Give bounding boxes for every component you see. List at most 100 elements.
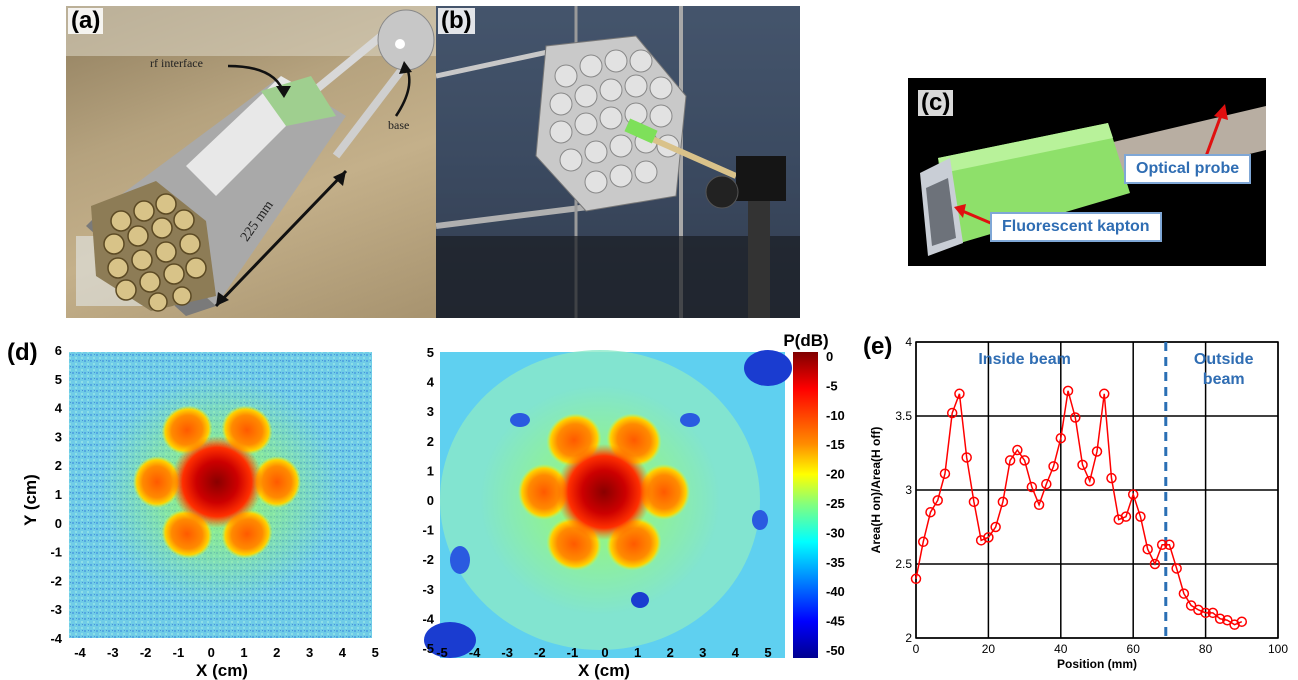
data-point: [1214, 613, 1226, 625]
data-point: [932, 495, 943, 506]
data-point: [925, 506, 936, 518]
right-map-ytick: 1: [427, 463, 434, 478]
data-point: [1048, 461, 1059, 472]
right-map-ytick: -4: [422, 611, 434, 626]
colorbar-tick: -10: [826, 408, 845, 423]
colorbar-tick: -50: [826, 643, 845, 658]
panel-e-line-chart: 0 20 40 60 80 100 2 2.5 3 3.5 4 Position (mm) Area(H…: [869, 335, 1288, 671]
colorbar: [793, 352, 818, 658]
data-point: [997, 496, 1009, 508]
data-point: [939, 468, 951, 479]
x-axis-label: Position (mm): [1057, 657, 1137, 671]
data-point: [1207, 607, 1219, 619]
y-tick-label: 2.5: [895, 557, 912, 571]
callout-optical-probe: Optical probe: [1124, 154, 1252, 184]
data-point: [1098, 388, 1110, 400]
left-map-xtick: 2: [273, 645, 280, 660]
right-map-ytick: 3: [427, 404, 434, 419]
data-point: [1070, 412, 1081, 423]
data-point: [1041, 478, 1052, 490]
y-tick-label: 3.5: [895, 409, 912, 423]
callout-fluorescent-kapton: Fluorescent kapton: [990, 212, 1162, 242]
data-point: [1171, 563, 1182, 574]
data-point: [1120, 511, 1132, 522]
colorbar-tick: -25: [826, 496, 845, 511]
right-field-map: [424, 350, 792, 658]
data-point: [1127, 489, 1139, 500]
left-map-ytick: 2: [55, 458, 62, 473]
left-map-xtick: -1: [173, 645, 185, 660]
left-map-ylabel: Y (cm): [21, 474, 40, 526]
left-map-ytick: -3: [50, 602, 62, 617]
data-point: [1178, 588, 1190, 599]
right-map-xtick: 3: [699, 645, 706, 660]
data-point: [1084, 475, 1096, 487]
data-point: [1106, 472, 1117, 484]
series-line: [915, 390, 1243, 626]
x-tick-label: 60: [1127, 642, 1141, 656]
right-map-ytick: -3: [422, 582, 434, 597]
colorbar-tick: -35: [826, 555, 845, 570]
photo-c-probe: [908, 78, 1266, 266]
data-point: [961, 452, 972, 463]
data-point: [983, 532, 994, 543]
data-point: [1077, 459, 1088, 471]
panel-c-label: (c): [918, 90, 954, 116]
panel-a-label: (a): [68, 8, 104, 34]
data-point: [1019, 455, 1030, 466]
right-map-xtick: 0: [601, 645, 608, 660]
data-point: [990, 521, 1001, 533]
x-tick-label: 0: [913, 642, 920, 656]
data-point: [954, 388, 965, 400]
left-map-xlabel: X (cm): [196, 661, 248, 680]
data-point: [1200, 607, 1211, 619]
right-map-xtick: 5: [764, 645, 771, 660]
outside-beam-label-line1: Outside: [1194, 351, 1254, 368]
right-map-xtick: 4: [732, 645, 740, 660]
y-tick-label: 4: [905, 335, 912, 349]
y-axis-label: Area(H on)/Area(H off): [869, 427, 883, 554]
annotation-rf-interface: rf interface: [150, 56, 203, 70]
left-map-ytick: 4: [55, 401, 63, 416]
colorbar-tick: -40: [826, 584, 845, 599]
left-map-ytick: 3: [55, 429, 62, 444]
x-tick-label: 80: [1199, 642, 1213, 656]
left-map-ytick: -1: [50, 545, 62, 560]
right-map-xtick: 1: [634, 645, 641, 660]
data-point: [1026, 481, 1038, 493]
data-point: [1142, 543, 1153, 555]
left-map-xtick: 4: [339, 645, 347, 660]
panel-b-label: (b): [438, 8, 475, 34]
left-map-ytick: -2: [50, 573, 62, 588]
left-map-xtick: -4: [74, 645, 86, 660]
data-point: [1033, 499, 1045, 511]
colorbar-tick: -5: [826, 378, 838, 393]
annotation-base: base: [388, 118, 410, 132]
y-tick-label: 3: [905, 483, 912, 497]
inside-beam-label: Inside beam: [978, 351, 1070, 368]
left-map-xtick: -2: [140, 645, 152, 660]
left-field-map: [69, 352, 372, 638]
panel-d-label: (d): [7, 339, 38, 366]
data-point: [1055, 432, 1067, 444]
left-map-ytick: 5: [55, 372, 62, 387]
right-map-ytick: 2: [427, 434, 434, 449]
right-map-ytick: 4: [427, 375, 435, 390]
colorbar-label: P(dB): [783, 331, 828, 350]
data-point: [1149, 558, 1161, 570]
right-map-ytick: 5: [427, 345, 434, 360]
right-map-xtick: -3: [501, 645, 513, 660]
right-map-xtick: -5: [436, 645, 448, 660]
data-point: [1135, 511, 1146, 522]
data-point: [917, 536, 929, 548]
data-point: [1062, 385, 1074, 397]
left-map-xtick: 5: [372, 645, 379, 660]
right-map-xtick: -2: [534, 645, 546, 660]
data-point: [946, 407, 958, 419]
y-tick-label: 2: [905, 631, 912, 645]
left-map-xtick: 3: [306, 645, 313, 660]
outside-beam-label-line2: beam: [1203, 371, 1245, 388]
left-map-xtick: 0: [208, 645, 215, 660]
colorbar-tick: -15: [826, 437, 845, 452]
left-map-ytick: 6: [55, 343, 62, 358]
